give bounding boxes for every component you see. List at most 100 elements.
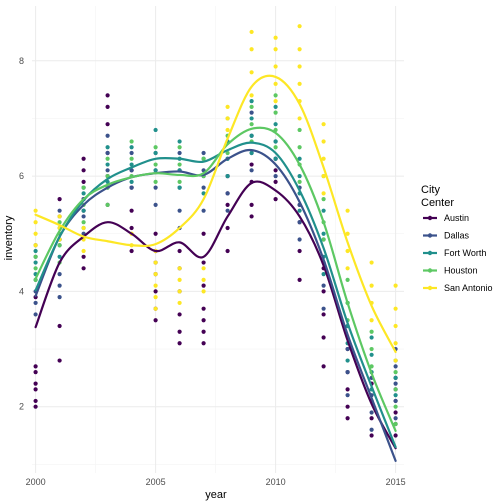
data-point-fort-worth (369, 352, 374, 357)
data-point-san-antonio (273, 64, 278, 69)
data-point-austin (249, 202, 254, 208)
data-point-dallas (81, 214, 86, 219)
data-point-fort-worth (273, 104, 278, 109)
data-point-fort-worth (321, 208, 326, 213)
data-point-san-antonio (321, 156, 326, 161)
data-point-dallas (297, 220, 302, 225)
data-point-austin (33, 398, 38, 404)
data-point-san-antonio (297, 47, 302, 52)
data-point-fort-worth (345, 358, 350, 363)
data-point-fort-worth (129, 145, 134, 150)
data-point-austin (153, 318, 158, 323)
data-point-fort-worth (273, 139, 278, 144)
data-point-austin (177, 341, 182, 346)
data-point-dallas (153, 185, 158, 190)
data-point-houston (273, 110, 278, 115)
data-point-dallas (57, 295, 62, 300)
data-point-houston (177, 179, 182, 184)
data-point-austin (81, 254, 86, 259)
legend-label: San Antonio (444, 283, 493, 293)
data-point-dallas (33, 300, 38, 306)
data-point-san-antonio (273, 35, 278, 40)
data-point-san-antonio (393, 306, 398, 311)
data-point-austin (321, 335, 326, 340)
data-point-san-antonio (153, 283, 158, 288)
data-point-austin (321, 312, 326, 317)
data-point-austin (297, 248, 302, 254)
legend-item-dallas: Dallas (423, 231, 470, 241)
data-point-austin (129, 208, 134, 213)
x-axis-ticks: 2000 2005 2010 2015 (26, 477, 406, 487)
data-point-houston (153, 179, 158, 184)
data-point-san-antonio (57, 214, 62, 219)
data-point-san-antonio (369, 283, 374, 288)
data-point-austin (273, 168, 278, 173)
data-point-san-antonio (321, 139, 326, 144)
data-point-houston (297, 145, 302, 150)
data-point-fort-worth (177, 185, 182, 190)
data-point-san-antonio (225, 104, 230, 109)
smooth-line-austin (34, 180, 397, 450)
data-point-houston (225, 150, 230, 156)
data-point-fort-worth (153, 168, 158, 173)
data-point-houston (153, 162, 158, 167)
data-point-austin (33, 381, 38, 386)
data-point-austin (201, 329, 206, 334)
data-point-houston (129, 156, 134, 161)
data-point-houston (129, 139, 134, 144)
data-point-san-antonio (249, 93, 254, 98)
data-point-san-antonio (369, 318, 374, 323)
data-point-san-antonio (33, 231, 38, 236)
data-point-san-antonio (153, 271, 158, 277)
data-point-san-antonio (153, 306, 158, 311)
data-point-austin (177, 329, 182, 334)
data-point-houston (57, 220, 62, 225)
data-point-houston (369, 329, 374, 334)
data-point-austin (345, 416, 350, 421)
data-point-houston (105, 202, 110, 208)
data-point-dallas (273, 173, 278, 179)
data-point-houston (345, 277, 350, 282)
data-point-san-antonio (321, 191, 326, 196)
data-point-dallas (369, 427, 374, 432)
data-point-austin (153, 231, 158, 236)
data-point-san-antonio (273, 99, 278, 104)
data-point-fort-worth (129, 162, 134, 167)
data-point-fort-worth (225, 173, 230, 179)
grid (32, 6, 404, 473)
data-point-san-antonio (33, 243, 38, 248)
data-point-dallas (177, 208, 182, 213)
data-point-austin (225, 225, 230, 231)
data-point-fort-worth (249, 116, 254, 121)
data-point-fort-worth (105, 162, 110, 167)
data-point-san-antonio (297, 64, 302, 69)
data-point-fort-worth (33, 260, 38, 265)
data-point-houston (393, 421, 398, 427)
data-point-austin (81, 179, 86, 184)
data-point-dallas (393, 381, 398, 386)
data-point-san-antonio (249, 70, 254, 75)
data-point-austin (297, 277, 302, 282)
data-point-san-antonio (33, 220, 38, 225)
data-point-austin (105, 93, 110, 98)
data-point-fort-worth (273, 122, 278, 127)
data-point-san-antonio (297, 81, 302, 86)
data-point-houston (273, 93, 278, 98)
data-point-houston (393, 370, 398, 375)
data-point-dallas (345, 346, 350, 352)
legend-title-line-1: City (421, 184, 440, 196)
data-point-san-antonio (393, 323, 398, 329)
data-point-san-antonio (297, 116, 302, 121)
data-point-san-antonio (393, 358, 398, 363)
data-point-san-antonio (345, 208, 350, 213)
data-point-dallas (249, 168, 254, 173)
data-point-austin (225, 248, 230, 254)
data-point-austin (129, 225, 134, 231)
data-point-san-antonio (345, 231, 350, 236)
data-point-fort-worth (321, 271, 326, 277)
data-point-dallas (225, 191, 230, 196)
data-point-houston (177, 145, 182, 150)
y-tick-label: 2 (19, 402, 24, 412)
data-point-dallas (345, 370, 350, 375)
